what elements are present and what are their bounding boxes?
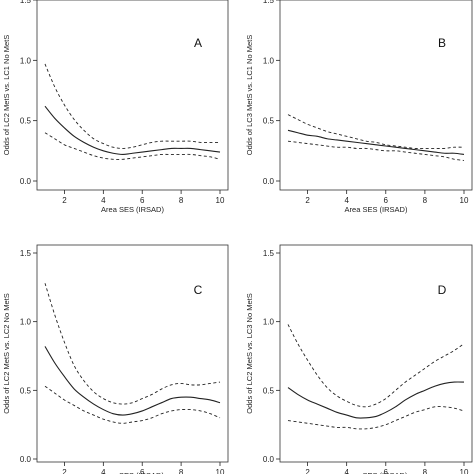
y-tick-label: 1.5 xyxy=(263,0,275,5)
x-tick-label: 4 xyxy=(101,196,106,205)
estimate-line xyxy=(44,105,221,156)
ci-upper-line xyxy=(44,63,220,149)
x-axis-label: Area SES (IRSAD) xyxy=(345,471,408,474)
ci-lower-line xyxy=(287,406,465,430)
panel-a: 0.0 0.5 1.0 1.5 2 4 6 8 10 Area SES (IRSAD) Odds o… xyxy=(2,0,229,214)
ci-upper-line xyxy=(44,283,221,405)
ci-lower-line xyxy=(287,140,465,161)
x-axis-label: Area SES (IRSAD) xyxy=(101,205,164,214)
x-tick-label: 4 xyxy=(101,468,106,474)
x-tick-label: 8 xyxy=(179,196,184,205)
y-axis-label: Odds of LC2 MetS vs. LC1 No MetS xyxy=(2,35,11,155)
x-tick-label: 2 xyxy=(305,468,310,474)
y-tick-label: 1.5 xyxy=(20,0,32,5)
x-tick-label: 8 xyxy=(423,196,428,205)
y-tick-label: 1.0 xyxy=(263,318,275,327)
y-tick-label: 0.5 xyxy=(20,117,32,126)
ci-lower-line xyxy=(44,132,221,160)
estimate-line xyxy=(287,129,465,155)
panel-letter: D xyxy=(438,283,447,297)
y-tick-label: 0.5 xyxy=(263,386,275,395)
plot-frame xyxy=(36,244,229,463)
panel-c: 0.0 0.5 1.0 1.5 2 4 6 8 10 Area SES (IRSAD) Odds o… xyxy=(2,244,229,474)
panel-letter: C xyxy=(194,283,203,297)
panel-letter: A xyxy=(194,36,202,50)
x-tick-label: 10 xyxy=(460,196,469,205)
estimate-line xyxy=(44,346,221,416)
y-axis-label: Odds of LC2 MetS vs. LC3 No MetS xyxy=(245,293,254,413)
panel-b: 0.0 0.5 1.0 1.5 2 4 6 8 10 Area SES (IRSAD) Odds o… xyxy=(245,0,473,214)
x-tick-label: 2 xyxy=(62,196,67,205)
y-tick-label: 0.0 xyxy=(263,177,275,186)
plot-frame xyxy=(36,0,229,191)
y-tick-label: 0.0 xyxy=(263,455,275,464)
y-tick-label: 1.0 xyxy=(263,56,275,65)
x-tick-label: 4 xyxy=(344,468,349,474)
x-tick-label: 6 xyxy=(384,196,389,205)
ci-lower-line xyxy=(44,385,221,424)
y-tick-label: 1.5 xyxy=(20,249,32,258)
y-tick-label: 0.5 xyxy=(263,117,275,126)
x-tick-label: 10 xyxy=(216,196,225,205)
ci-upper-line xyxy=(287,324,465,408)
x-tick-label: 6 xyxy=(384,468,389,474)
y-tick-label: 0.5 xyxy=(20,386,32,395)
plot-frame xyxy=(279,244,473,463)
plot-frame xyxy=(279,0,473,191)
x-tick-label: 4 xyxy=(344,196,349,205)
x-tick-label: 6 xyxy=(140,196,145,205)
estimate-line xyxy=(287,381,465,419)
x-tick-label: 2 xyxy=(62,468,67,474)
y-tick-label: 1.0 xyxy=(20,318,32,327)
x-tick-label: 6 xyxy=(140,468,145,474)
x-axis-label: Area SES (IRSAD) xyxy=(345,205,408,214)
x-tick-label: 8 xyxy=(179,468,184,474)
y-tick-label: 0.0 xyxy=(20,177,32,186)
y-axis-label: Odds of LC3 MetS vs. LC1 No MetS xyxy=(245,35,254,155)
panel-letter: B xyxy=(438,36,446,50)
x-tick-label: 2 xyxy=(305,196,310,205)
x-tick-label: 10 xyxy=(216,468,225,474)
panel-d: 0.0 0.5 1.0 1.5 2 4 6 8 10 Area SES (IRSAD) Odds o… xyxy=(245,244,473,474)
y-tick-label: 1.5 xyxy=(263,249,275,258)
x-axis-label: Area SES (IRSAD) xyxy=(101,471,164,474)
x-tick-label: 8 xyxy=(423,468,428,474)
ci-upper-line xyxy=(287,114,465,149)
y-tick-label: 0.0 xyxy=(20,455,32,464)
x-tick-label: 10 xyxy=(460,468,469,474)
y-tick-label: 1.0 xyxy=(20,56,32,65)
y-axis-label: Odds of LC2 MetS vs. LC2 No MetS xyxy=(2,293,11,413)
